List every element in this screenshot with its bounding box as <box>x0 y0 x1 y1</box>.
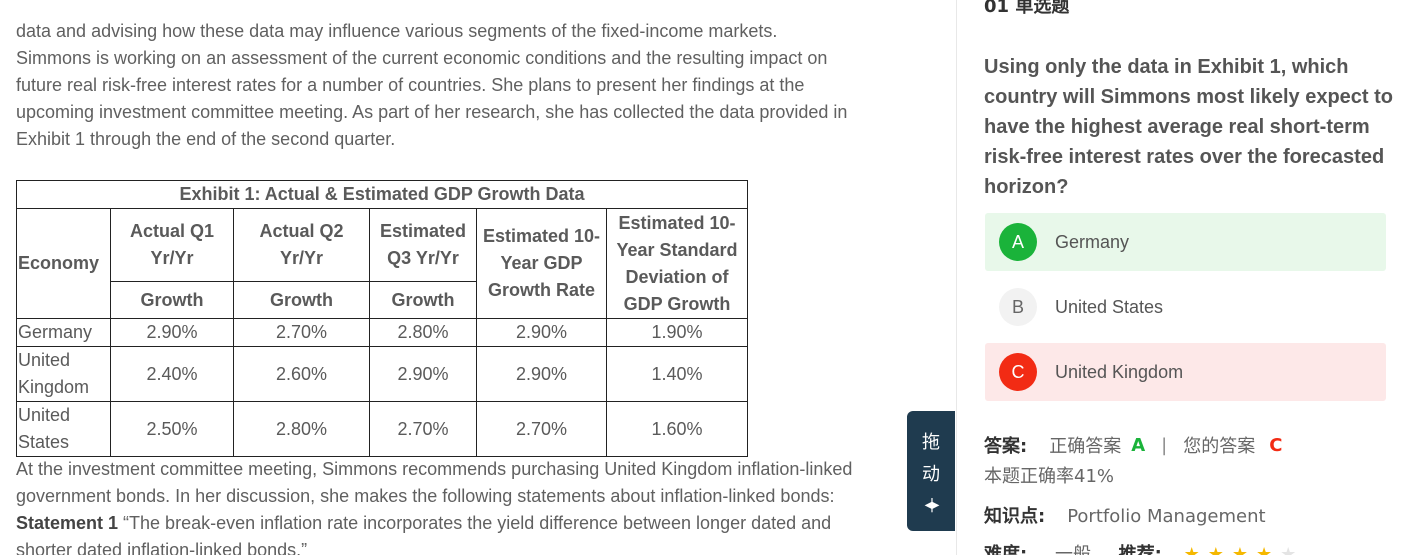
knowledge-point: 知识点: Portfolio Management <box>984 502 1266 528</box>
table-cell: 2.70% <box>369 401 477 457</box>
correct-answer-label: 正确答案 <box>1049 436 1122 457</box>
correct-answer-letter: A <box>1131 434 1146 456</box>
answer-summary: 答案: 正确答案 A | 您的答案 C <box>984 432 1282 458</box>
passage-line: future real risk-free interest rates for… <box>16 75 805 95</box>
header-economy: Economy <box>16 208 111 319</box>
table-row: United Kingdom 2.40% 2.60% 2.90% 2.90% 1… <box>16 346 748 402</box>
passage-pane: data and advising how these data may inf… <box>16 18 896 555</box>
exhibit-table: Exhibit 1: Actual & Estimated GDP Growth… <box>16 180 748 457</box>
table-row: Germany 2.90% 2.70% 2.80% 2.90% 1.90% <box>16 318 748 347</box>
passage-line: upcoming investment committee meeting. A… <box>16 102 848 122</box>
option-c[interactable]: C United Kingdom <box>985 343 1386 401</box>
table-cell: 2.90% <box>476 318 607 347</box>
difficulty-value: 一般 <box>1054 544 1091 555</box>
your-answer-letter: C <box>1269 434 1283 456</box>
table-cell: 2.90% <box>476 346 607 402</box>
table-cell: 2.70% <box>233 318 370 347</box>
header-ten-year: Estimated 10-Year GDP Growth Rate <box>476 208 607 319</box>
table-cell: 2.80% <box>369 318 477 347</box>
passage-line: government bonds. In her discussion, she… <box>16 486 835 506</box>
header-std: Estimated 10-Year Standard Deviation of … <box>606 208 748 319</box>
table-cell: 1.40% <box>606 346 748 402</box>
option-a[interactable]: A Germany <box>985 213 1386 271</box>
answer-key: 答案: <box>984 436 1028 457</box>
knowledge-key: 知识点: <box>984 506 1046 527</box>
option-b[interactable]: B United States <box>985 278 1386 336</box>
table-cell: 2.70% <box>476 401 607 457</box>
star-filled-icon: ★ <box>1207 544 1232 555</box>
option-label: United Kingdom <box>1055 361 1184 382</box>
table-cell: 1.60% <box>606 401 748 457</box>
passage-line: Exhibit 1 through the end of the second … <box>16 129 396 149</box>
resize-arrows-icon: ◂|▸ <box>924 497 940 513</box>
option-label: United States <box>1055 296 1164 317</box>
table-cell: 2.90% <box>110 318 234 347</box>
question-type: 01 单选题 <box>984 0 1070 17</box>
table-cell: 1.90% <box>606 318 748 347</box>
row-economy: United States <box>16 401 111 457</box>
recommend-key: 推荐: <box>1118 544 1162 555</box>
star-empty-icon: ★ <box>1280 544 1305 555</box>
header-q3: Estimated Q3 Yr/Yr <box>369 208 477 282</box>
passage-bottom: At the investment committee meeting, Sim… <box>16 456 896 555</box>
table-cell: 2.60% <box>233 346 370 402</box>
knowledge-value: Portfolio Management <box>1067 506 1266 527</box>
table-cell: 2.40% <box>110 346 234 402</box>
table-cell: 2.50% <box>110 401 234 457</box>
option-letter-badge: C <box>999 353 1037 391</box>
separator: | <box>1161 434 1168 456</box>
passage-line: shorter dated inflation-linked bonds.” <box>16 540 308 555</box>
recommend-stars: ★★★★★ <box>1184 544 1305 555</box>
exhibit-title: Exhibit 1: Actual & Estimated GDP Growth… <box>16 180 748 209</box>
question-pane: 01 单选题 Using only the data in Exhibit 1,… <box>956 0 1423 555</box>
star-filled-icon: ★ <box>1183 544 1208 555</box>
statement-text: “The break-even inflation rate incorpora… <box>118 513 832 533</box>
header-growth: Growth <box>369 281 477 319</box>
passage-line: data and advising how these data may inf… <box>16 21 778 41</box>
option-letter-badge: A <box>999 223 1037 261</box>
row-economy: United Kingdom <box>16 346 111 402</box>
header-growth: Growth <box>110 281 234 319</box>
option-letter-badge: B <box>999 288 1037 326</box>
header-q1: Actual Q1 Yr/Yr <box>110 208 234 282</box>
question-text: Using only the data in Exhibit 1, which … <box>984 56 1393 198</box>
table-row: United States 2.50% 2.80% 2.70% 2.70% 1.… <box>16 401 748 457</box>
your-answer-label: 您的答案 <box>1183 436 1256 457</box>
star-filled-icon: ★ <box>1231 544 1257 555</box>
passage-top: data and advising how these data may inf… <box>16 18 896 153</box>
star-filled-icon: ★ <box>1256 544 1281 555</box>
option-label: Germany <box>1055 231 1130 252</box>
row-economy: Germany <box>16 318 111 347</box>
statement-label: Statement 1 <box>16 513 119 533</box>
drag-label: 动 <box>922 464 940 485</box>
table-cell: 2.90% <box>369 346 477 402</box>
statement-1: Statement 1 “The break-even inflation ra… <box>16 510 896 537</box>
accuracy-rate: 本题正确率41% <box>984 466 1115 487</box>
header-growth: Growth <box>233 281 370 319</box>
header-q2: Actual Q2 Yr/Yr <box>233 208 370 282</box>
difficulty-key: 难度: <box>984 544 1028 555</box>
drag-label: 拖 <box>922 432 940 453</box>
drag-handle[interactable]: 拖 动 ◂|▸ <box>907 411 955 531</box>
table-cell: 2.80% <box>233 401 370 457</box>
difficulty-row: 难度: 一般 推荐: ★★★★★ <box>984 540 1304 555</box>
passage-line: Simmons is working on an assessment of t… <box>16 48 828 68</box>
passage-line: At the investment committee meeting, Sim… <box>16 459 853 479</box>
